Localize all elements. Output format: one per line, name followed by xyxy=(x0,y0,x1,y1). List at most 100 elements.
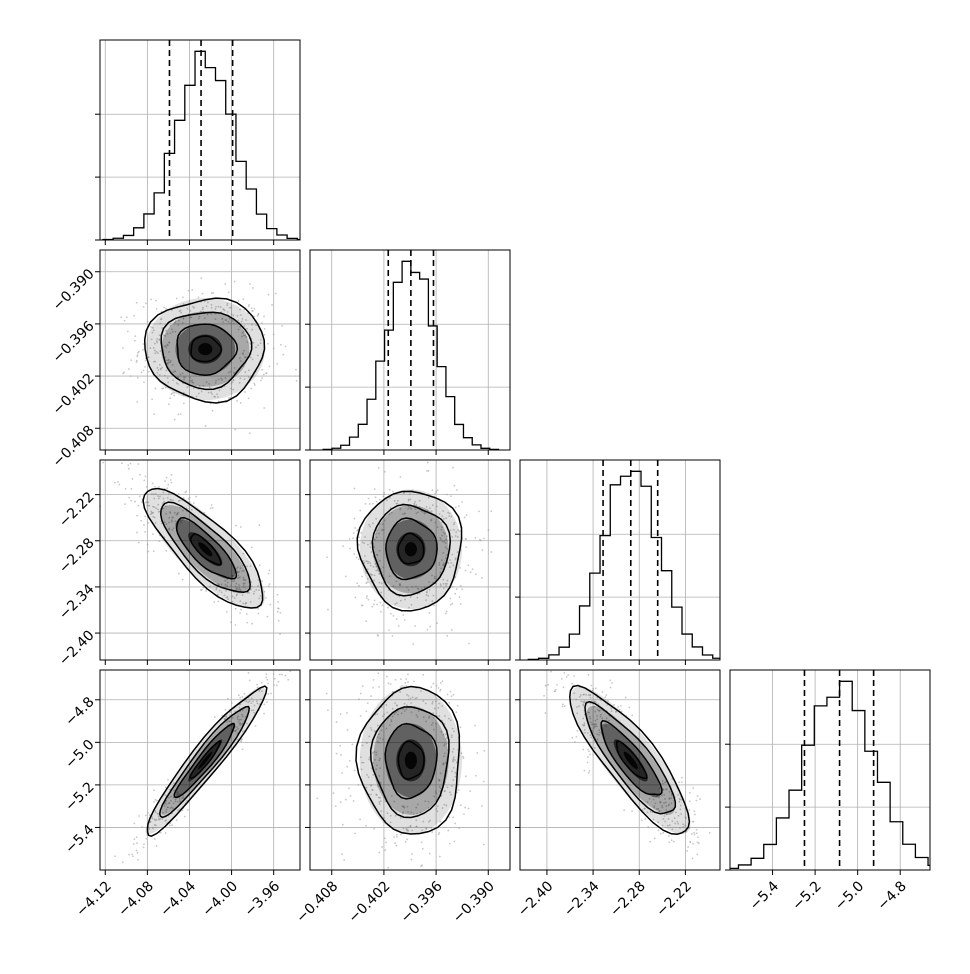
scatter-point xyxy=(275,684,278,687)
scatter-point xyxy=(165,346,168,349)
scatter-point xyxy=(464,569,467,572)
y-tick-label: −0.390 xyxy=(50,266,98,314)
scatter-point xyxy=(389,724,391,726)
scatter-point xyxy=(267,658,269,660)
scatter-point xyxy=(210,391,213,394)
scatter-point xyxy=(601,690,604,693)
scatter-point xyxy=(343,859,346,861)
scatter-point xyxy=(596,715,598,717)
scatter-panel-1-0: −0.408−0.402−0.396−0.390 xyxy=(50,249,301,471)
scatter-point xyxy=(242,578,245,581)
scatter-point xyxy=(242,552,245,555)
scatter-point xyxy=(454,535,457,537)
scatter-point xyxy=(383,837,386,840)
scatter-point xyxy=(208,382,211,385)
scatter-point xyxy=(561,705,564,708)
scatter-point xyxy=(351,743,354,746)
scatter-point xyxy=(378,801,381,804)
x-tick-label: −0.402 xyxy=(346,878,394,926)
scatter-point xyxy=(439,901,441,903)
scatter-point xyxy=(210,306,213,309)
scatter-point xyxy=(150,510,153,513)
y-tick-label: −4.8 xyxy=(62,694,97,729)
scatter-point xyxy=(154,360,157,363)
scatter-point xyxy=(620,710,623,713)
histogram-panel-0 xyxy=(95,39,301,245)
scatter-point xyxy=(257,344,260,347)
scatter-point xyxy=(686,850,689,852)
x-tick-label: −3.96 xyxy=(242,878,284,920)
scatter-point xyxy=(162,497,165,500)
scatter-point xyxy=(378,498,381,501)
scatter-point xyxy=(474,774,477,777)
scatter-point xyxy=(375,793,378,796)
scatter-point xyxy=(593,726,596,729)
scatter-point xyxy=(124,487,127,490)
scatter-point xyxy=(240,718,243,721)
scatter-point xyxy=(152,346,155,349)
scatter-point xyxy=(156,372,159,374)
scatter-point xyxy=(207,301,209,304)
scatter-point xyxy=(182,303,185,305)
scatter-point xyxy=(182,795,185,797)
scatter-point xyxy=(428,581,430,583)
scatter-point xyxy=(171,363,174,366)
scatter-point xyxy=(217,305,220,308)
scatter-point xyxy=(361,761,363,764)
scatter-point xyxy=(529,649,531,651)
scatter-point xyxy=(690,833,693,835)
scatter-point xyxy=(135,849,138,852)
scatter-point xyxy=(251,328,254,331)
scatter-point xyxy=(171,529,174,531)
scatter-point xyxy=(543,694,545,697)
scatter-point xyxy=(271,303,273,306)
scatter-point xyxy=(247,376,250,379)
scatter-point xyxy=(153,837,156,840)
scatter-point xyxy=(237,328,240,331)
scatter-point xyxy=(237,720,240,723)
scatter-point xyxy=(619,704,622,707)
x-tick-label: −4.04 xyxy=(157,878,199,920)
scatter-point xyxy=(372,761,375,764)
scatter-point xyxy=(339,713,342,715)
scatter-point xyxy=(228,306,231,309)
scatter-point xyxy=(437,707,440,709)
scatter-point xyxy=(179,506,181,509)
scatter-point xyxy=(544,712,547,714)
scatter-point xyxy=(231,600,234,603)
scatter-point xyxy=(587,694,590,696)
scatter-point xyxy=(151,482,154,485)
contours xyxy=(146,685,268,838)
contour-line xyxy=(385,517,438,581)
scatter-point xyxy=(245,700,248,703)
histogram-steps xyxy=(102,50,300,240)
contour-line xyxy=(189,740,222,779)
scatter-point xyxy=(446,786,449,789)
scatter-point xyxy=(178,800,181,802)
scatter-point xyxy=(562,686,565,689)
contour-line xyxy=(143,297,266,404)
scatter-point xyxy=(287,678,290,681)
scatter-point xyxy=(599,713,602,716)
scatter-point xyxy=(580,700,583,703)
scatter-point xyxy=(556,683,558,686)
x-tick-label: −2.28 xyxy=(607,878,649,920)
scatter-point xyxy=(476,752,479,754)
scatter-point xyxy=(424,702,427,705)
scatter-point xyxy=(375,565,378,568)
scatter-point xyxy=(235,567,238,570)
scatter-point xyxy=(589,753,591,756)
x-tick-label: −0.396 xyxy=(398,878,446,926)
scatter-point xyxy=(438,513,441,515)
scatter-point xyxy=(450,695,453,698)
scatter-point xyxy=(385,499,388,502)
scatter-point xyxy=(452,760,455,763)
scatter-point xyxy=(374,758,376,761)
scatter-point xyxy=(165,329,168,332)
scatter-point xyxy=(400,712,403,715)
scatter-point xyxy=(370,551,373,553)
scatter-point xyxy=(114,855,116,858)
scatter-point xyxy=(228,397,230,399)
scatter-point xyxy=(451,727,454,730)
scatter-point xyxy=(451,750,454,753)
